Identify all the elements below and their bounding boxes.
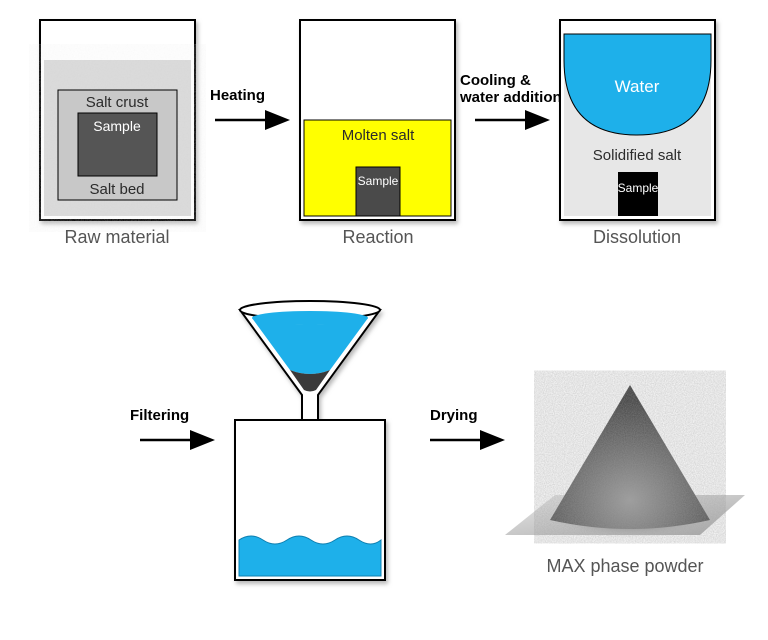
- svg-text:water addition: water addition: [459, 89, 562, 106]
- stage-label-powder: MAX phase powder: [546, 556, 703, 576]
- svg-text:Heating: Heating: [210, 87, 265, 104]
- step-drying: Drying: [430, 407, 500, 440]
- label-solidified-salt: Solidified salt: [593, 147, 682, 164]
- stage-raw-material: Salt crust Sample Salt bed Raw material: [40, 20, 195, 247]
- stage-label-reaction: Reaction: [342, 227, 413, 247]
- step-heating: Heating: [210, 87, 285, 120]
- stage-powder: MAX phase powder: [505, 385, 745, 576]
- label-water: Water: [615, 77, 660, 96]
- funnel: [240, 301, 380, 430]
- stage-reaction: Molten salt Sample Reaction: [300, 20, 455, 247]
- label-molten-salt: Molten salt: [342, 127, 415, 144]
- label-salt-crust: Salt crust: [86, 94, 149, 111]
- beaker: [235, 420, 385, 580]
- label-salt-bed: Salt bed: [89, 181, 144, 198]
- process-diagram: Salt crust Sample Salt bed Raw material …: [0, 0, 768, 640]
- stage-label-dissolution: Dissolution: [593, 227, 681, 247]
- label-sample-1: Sample: [93, 118, 141, 134]
- step-cooling: Cooling & water addition: [459, 72, 562, 120]
- label-sample-3: Sample: [618, 181, 659, 195]
- svg-text:Cooling &: Cooling &: [460, 72, 531, 89]
- stage-label-raw: Raw material: [64, 227, 169, 247]
- label-sample-2: Sample: [358, 174, 399, 188]
- stage-dissolution: Water Solidified salt Sample Dissolution: [560, 20, 715, 247]
- step-filtering: Filtering: [130, 407, 210, 440]
- svg-text:Drying: Drying: [430, 407, 478, 424]
- stage-filtering: [235, 301, 385, 580]
- svg-text:Filtering: Filtering: [130, 407, 189, 424]
